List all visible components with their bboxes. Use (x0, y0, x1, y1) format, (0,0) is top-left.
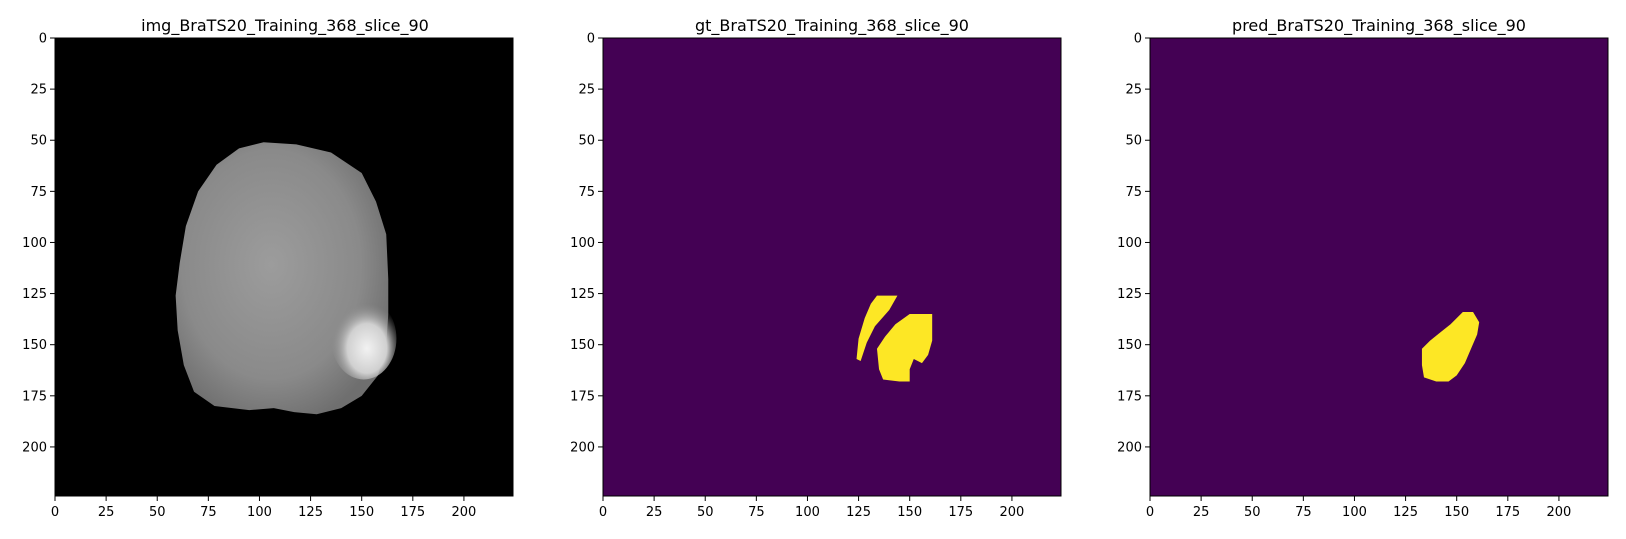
x-tick-label: 0 (599, 505, 607, 520)
x-tick-label: 100 (247, 505, 272, 520)
y-tick-label: 200 (22, 440, 47, 455)
panel-title: pred_BraTS20_Training_368_slice_90 (1232, 16, 1526, 36)
mask-background (603, 38, 1061, 496)
x-tick-label: 125 (298, 505, 323, 520)
x-tick-label: 200 (1000, 505, 1025, 520)
y-tick-label: 125 (22, 287, 47, 302)
y-tick-label: 0 (587, 32, 595, 47)
y-tick-label: 25 (30, 83, 47, 98)
x-tick-label: 125 (1393, 505, 1418, 520)
mask-content (1421, 311, 1480, 382)
mask-region (1421, 311, 1480, 382)
x-tick-label: 175 (400, 505, 425, 520)
plot-area (54, 37, 514, 497)
x-tick-label: 150 (897, 505, 922, 520)
y-tick-label: 150 (1117, 338, 1142, 353)
x-axis: 0 25 50 75 100 125 150 175 200 (599, 496, 1024, 520)
lesion-hyperintensity (331, 297, 397, 380)
y-axis: 0 25 50 75 100 125 150 175 200 (22, 32, 55, 455)
x-tick-label: 200 (1547, 505, 1572, 520)
mask-background (1150, 38, 1608, 496)
y-tick-label: 100 (22, 236, 47, 251)
x-axis: 0 25 50 75 100 125 150 175 200 (1146, 496, 1571, 520)
y-tick-label: 175 (570, 389, 595, 404)
y-tick-label: 25 (578, 83, 595, 98)
y-tick-label: 125 (1117, 287, 1142, 302)
y-tick-label: 150 (22, 338, 47, 353)
panel-title: gt_BraTS20_Training_368_slice_90 (695, 16, 969, 36)
x-tick-label: 75 (200, 505, 217, 520)
y-tick-label: 175 (22, 389, 47, 404)
axes-frame (602, 37, 1062, 497)
y-axis: 0 25 50 75 100 125 150 175 200 (1117, 32, 1150, 455)
x-tick-label: 25 (646, 505, 663, 520)
mask-region (876, 314, 933, 382)
axes-frame (54, 37, 514, 497)
y-tick-label: 175 (1117, 389, 1142, 404)
x-tick-label: 75 (1295, 505, 1312, 520)
y-tick-label: 100 (570, 236, 595, 251)
y-tick-label: 0 (39, 32, 47, 47)
y-tick-label: 75 (578, 185, 595, 200)
x-tick-label: 100 (1342, 505, 1367, 520)
x-tick-label: 0 (1146, 505, 1154, 520)
y-axis: 0 25 50 75 100 125 150 175 200 (570, 32, 603, 455)
x-tick-label: 150 (349, 505, 374, 520)
y-tick-label: 50 (1125, 134, 1142, 149)
y-tick-label: 75 (30, 185, 47, 200)
y-tick-label: 200 (1117, 440, 1142, 455)
x-tick-label: 125 (846, 505, 871, 520)
x-tick-label: 50 (149, 505, 166, 520)
panel-ground-truth: gt_BraTS20_Training_368_slice_90 0 25 50 75… (570, 16, 1062, 520)
axes-frame (1149, 37, 1609, 497)
x-axis: 0 25 50 75 100 125 150 175 200 (51, 496, 476, 520)
y-tick-label: 25 (1125, 83, 1142, 98)
x-tick-label: 150 (1444, 505, 1469, 520)
x-tick-label: 175 (1495, 505, 1520, 520)
y-tick-label: 100 (1117, 236, 1142, 251)
y-tick-label: 50 (578, 134, 595, 149)
mri-content (175, 142, 397, 415)
mask-region (856, 295, 898, 362)
x-tick-label: 100 (795, 505, 820, 520)
x-tick-label: 0 (51, 505, 59, 520)
x-tick-label: 50 (1244, 505, 1261, 520)
y-tick-label: 125 (570, 287, 595, 302)
y-tick-label: 50 (30, 134, 47, 149)
x-tick-label: 25 (98, 505, 115, 520)
x-tick-label: 175 (948, 505, 973, 520)
y-tick-label: 200 (570, 440, 595, 455)
mask-content (856, 295, 933, 382)
x-tick-label: 50 (697, 505, 714, 520)
y-tick-label: 150 (570, 338, 595, 353)
plot-area (602, 37, 1062, 497)
plot-area (1149, 37, 1609, 497)
panel-title: img_BraTS20_Training_368_slice_90 (141, 16, 429, 36)
x-tick-label: 25 (1193, 505, 1210, 520)
y-tick-label: 75 (1125, 185, 1142, 200)
y-tick-label: 0 (1134, 32, 1142, 47)
panel-image: img_BraTS20_Training_368_slice_90 0 25 50 7… (22, 16, 514, 520)
panel-prediction: pred_BraTS20_Training_368_slice_90 0 25 50… (1117, 16, 1609, 520)
x-tick-label: 75 (748, 505, 765, 520)
x-tick-label: 200 (452, 505, 477, 520)
